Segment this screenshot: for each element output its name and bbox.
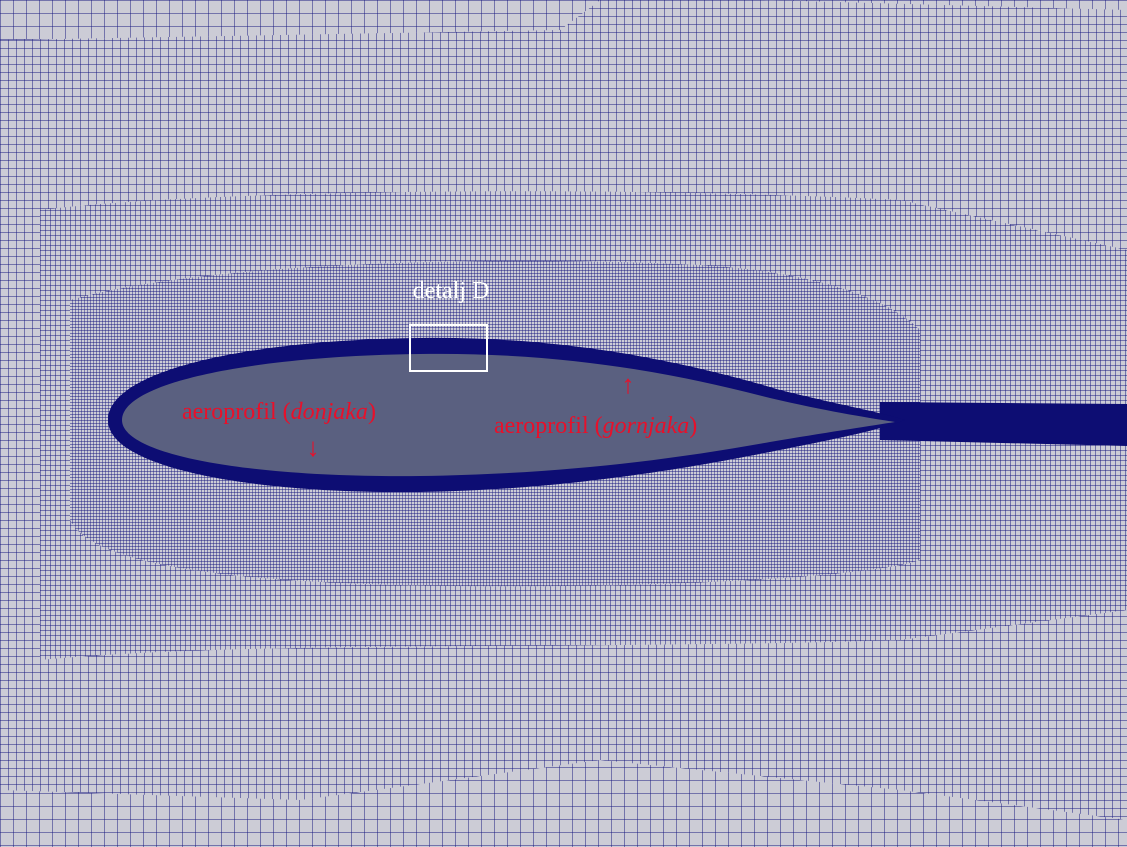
wake-boundary-layer — [880, 402, 1127, 446]
detail-d-label: detalj D — [413, 278, 490, 304]
airfoil-body — [122, 353, 895, 477]
airfoil-upper-arrow: ↑ — [622, 370, 635, 399]
airfoil-lower-arrow: ↓ — [307, 433, 320, 462]
detail-d-box — [409, 324, 488, 372]
airfoil-upper-label: aeroprofil (gornjaka) — [494, 413, 697, 439]
airfoil-lower-label: aeroprofil (donjaka) — [182, 399, 376, 425]
